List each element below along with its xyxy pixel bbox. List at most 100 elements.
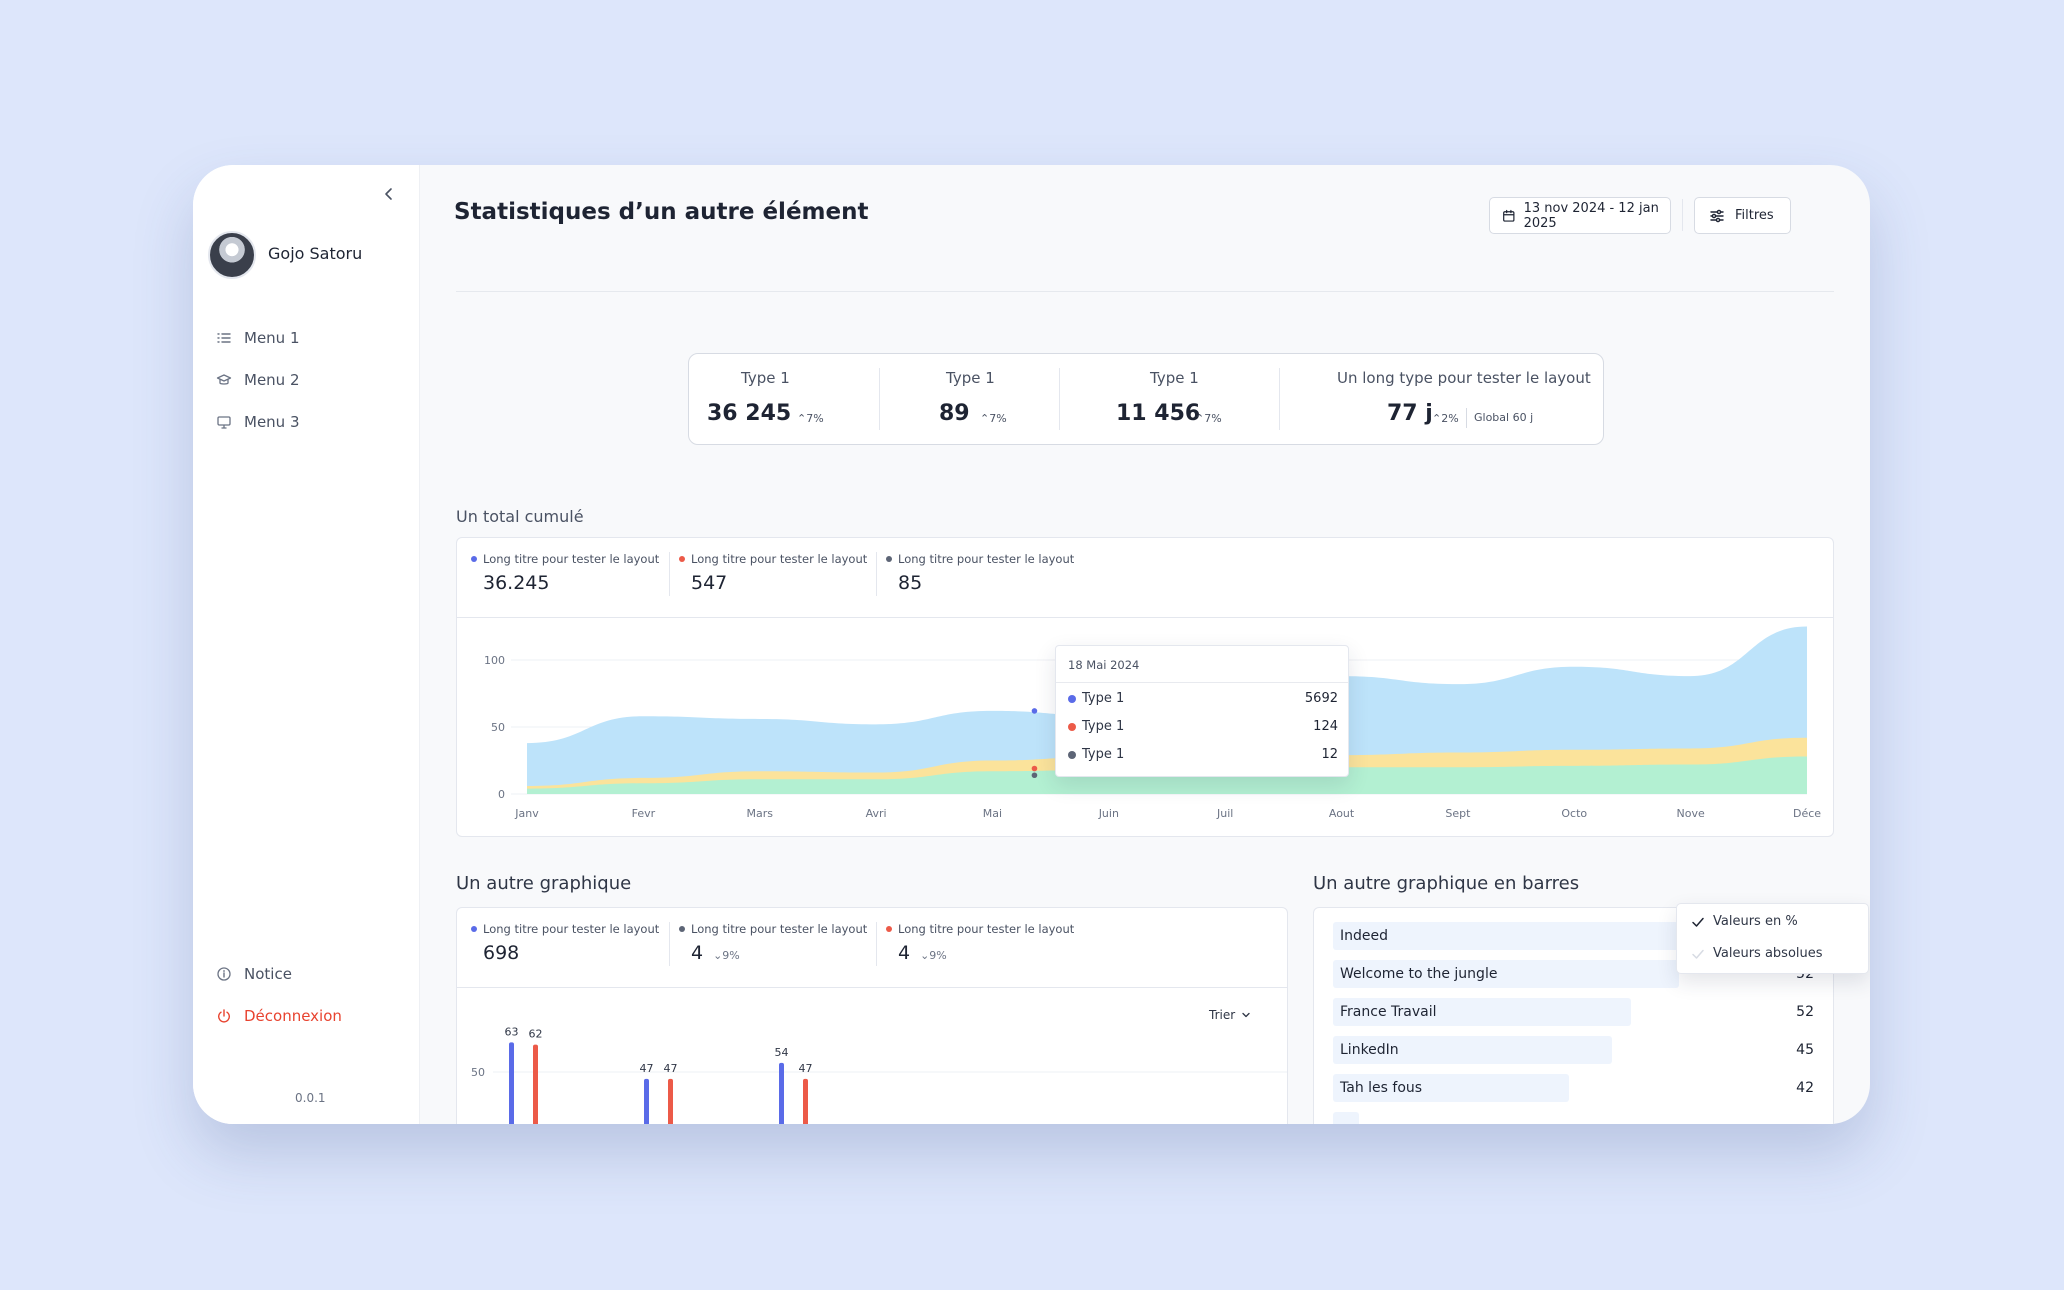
- x-tick-label: Mai: [983, 807, 1002, 820]
- other-chart-title: Un autre graphique: [456, 873, 632, 894]
- bar-chart[interactable]: 50 63 62 47 47 54 47: [457, 908, 1288, 1124]
- legend-dot: [886, 556, 892, 562]
- main-content: Statistiques d’un autre élément 13 nov 2…: [420, 165, 1870, 1124]
- app-window: Gojo Satoru Menu 1 Menu 2 Menu 3 Notice …: [193, 165, 1870, 1124]
- tooltip-divider: [1056, 682, 1348, 683]
- legend-label: Long titre pour tester le layout: [898, 552, 1075, 566]
- tooltip-dot: [1068, 722, 1076, 731]
- list-item[interactable]: France Travail 52: [1333, 998, 1814, 1026]
- monitor-icon: [217, 416, 231, 429]
- bar-fill: [1333, 960, 1680, 988]
- date-range-button[interactable]: 13 nov 2024 - 12 jan 2025: [1489, 197, 1671, 234]
- bar-fill: [1333, 1112, 1359, 1124]
- bar-value: 42: [1796, 1080, 1814, 1096]
- tooltip-value: 12: [1321, 747, 1338, 762]
- legend-value: 698: [483, 942, 520, 964]
- user-name: Gojo Satoru: [268, 244, 363, 263]
- legend-value: 547: [691, 572, 728, 594]
- dropdown-option-label: Valeurs absolues: [1713, 946, 1823, 961]
- bar-data-label: 63: [505, 1025, 519, 1038]
- legend-divider: [669, 922, 670, 966]
- collapse-sidebar-icon[interactable]: [379, 184, 399, 204]
- other-chart-card: Long titre pour tester le layout 698 Lon…: [456, 907, 1288, 1124]
- legend-divider: [669, 552, 670, 596]
- tooltip-label: Type 1: [1082, 691, 1125, 706]
- legend-item[interactable]: Long titre pour tester le layout 547: [679, 552, 867, 594]
- x-tick-label: Fevr: [632, 807, 656, 820]
- kpi-value: 77 j: [1387, 401, 1433, 426]
- legend-delta: ⌄9%: [920, 949, 947, 962]
- tooltip-row: Type 1 5692: [1068, 691, 1338, 706]
- filters-button[interactable]: Filtres: [1694, 197, 1791, 234]
- legend-label: Long titre pour tester le layout: [691, 552, 868, 566]
- logout-button[interactable]: Déconnexion: [216, 1007, 342, 1025]
- page-title: Statistiques d’un autre élément: [454, 199, 869, 225]
- list-item[interactable]: Indeed: [1333, 922, 1814, 950]
- list-item[interactable]: [1333, 1112, 1814, 1124]
- legend-item[interactable]: Long titre pour tester le layout 698: [471, 922, 659, 964]
- bar[interactable]: [779, 1062, 784, 1124]
- dropdown-option-percent[interactable]: Valeurs en %: [1691, 914, 1798, 929]
- card-divider: [457, 617, 1833, 618]
- bar-fill: [1333, 1074, 1569, 1102]
- bar[interactable]: [533, 1044, 538, 1124]
- kpi-global: Global 60 j: [1466, 408, 1533, 428]
- x-tick-label: Octo: [1561, 807, 1587, 820]
- sidebar-item-menu-1[interactable]: Menu 1: [216, 329, 300, 347]
- sidebar-item-menu-2[interactable]: Menu 2: [216, 371, 300, 389]
- tooltip-value: 124: [1313, 719, 1338, 734]
- list-item[interactable]: Tah les fous 42: [1333, 1074, 1814, 1102]
- legend-delta: ⌄9%: [713, 949, 740, 962]
- list-icon: [217, 333, 231, 343]
- sidebar-item-label: Notice: [244, 965, 292, 983]
- list-item[interactable]: LinkedIn 45: [1333, 1036, 1814, 1064]
- tooltip-date: 18 Mai 2024: [1068, 658, 1140, 672]
- legend-dot: [679, 556, 685, 562]
- sort-button[interactable]: Trier: [1209, 1008, 1251, 1022]
- bar[interactable]: [509, 1042, 514, 1124]
- legend-item[interactable]: Long titre pour tester le layout 36.245: [471, 552, 659, 594]
- bar-data-label: 54: [775, 1046, 789, 1059]
- card-divider: [457, 987, 1287, 988]
- power-icon: [218, 1009, 230, 1023]
- area-series[interactable]: [527, 626, 1807, 795]
- x-tick-label: Sept: [1445, 807, 1471, 820]
- kpi-label: Type 1: [946, 369, 995, 387]
- date-range-label: 13 nov 2024 - 12 jan 2025: [1523, 200, 1659, 231]
- chart-tooltip: 18 Mai 2024 Type 1 5692 Type 1 124 Type …: [1055, 645, 1349, 777]
- kpi-value: 89: [939, 401, 970, 426]
- kpi-label: Type 1: [1150, 369, 1199, 387]
- legend-value: 85: [898, 572, 923, 594]
- legend-label: Long titre pour tester le layout: [691, 922, 868, 936]
- info-icon: [217, 967, 231, 981]
- x-tick-label: Juil: [1216, 807, 1233, 820]
- legend-item[interactable]: Long titre pour tester le layout 4 ⌄9%: [886, 922, 1074, 964]
- bar-fill: [1333, 1036, 1612, 1064]
- bar[interactable]: [803, 1078, 808, 1124]
- bar[interactable]: [644, 1078, 649, 1124]
- y-tick-label: 0: [498, 788, 505, 801]
- legend-item[interactable]: Long titre pour tester le layout 85: [886, 552, 1074, 594]
- legend-item[interactable]: Long titre pour tester le layout 4 ⌄9%: [679, 922, 867, 964]
- sliders-icon: [1710, 209, 1724, 222]
- tooltip-value: 5692: [1304, 691, 1338, 706]
- y-tick-label: 50: [491, 721, 505, 734]
- sidebar-item-notice[interactable]: Notice: [216, 965, 292, 983]
- avatar[interactable]: [208, 231, 256, 279]
- tooltip-dot: [1068, 750, 1076, 759]
- legend-label: Long titre pour tester le layout: [483, 922, 660, 936]
- bar[interactable]: [668, 1078, 673, 1124]
- kpi-divider: [879, 368, 880, 430]
- bar-data-label: 47: [640, 1062, 654, 1075]
- legend-dot: [471, 556, 477, 562]
- legend-dot: [679, 926, 685, 932]
- sidebar-item-menu-3[interactable]: Menu 3: [216, 413, 300, 431]
- tooltip-label: Type 1: [1082, 747, 1125, 762]
- calendar-icon: [1503, 209, 1515, 222]
- bar-value: 45: [1796, 1042, 1814, 1058]
- bar-label: Welcome to the jungle: [1340, 966, 1498, 982]
- sidebar-item-label: Menu 3: [244, 413, 300, 431]
- x-tick-label: Mars: [746, 807, 773, 820]
- dropdown-option-absolute[interactable]: Valeurs absolues: [1691, 946, 1823, 961]
- list-item[interactable]: Welcome to the jungle 52: [1333, 960, 1814, 988]
